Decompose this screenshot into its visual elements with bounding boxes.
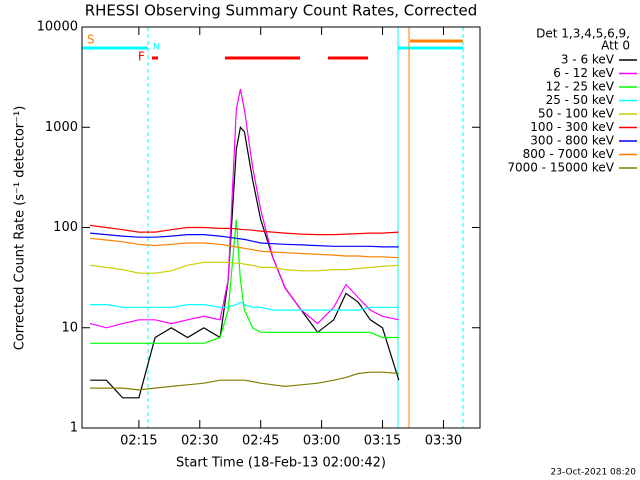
legend-label: 6 - 12 keV (553, 66, 615, 80)
series-line (90, 261, 399, 274)
legend-label: 300 - 800 keV (530, 134, 614, 148)
y-tick-label: 1 (70, 421, 78, 436)
legend-title: Att 0 (601, 39, 630, 53)
flag-label: N (153, 43, 160, 53)
footer: 23-Oct-2021 08:20 (551, 468, 637, 478)
legend-label: 7000 - 15000 keV (507, 161, 614, 175)
x-tick-label: 02:15 (120, 434, 157, 449)
chart-title: RHESSI Observing Summary Count Rates, Co… (85, 2, 478, 20)
series-layer (89, 88, 400, 399)
legend-label: 3 - 6 keV (561, 53, 615, 67)
legend-title: Det 1,3,4,5,6,9, (536, 27, 630, 41)
series-line (90, 371, 399, 391)
flag-label: F (138, 50, 145, 64)
x-tick-label: 02:45 (242, 434, 279, 449)
x-tick-label: 02:30 (181, 434, 218, 449)
y-tick-label: 100 (53, 220, 78, 235)
y-tick-label: 10000 (37, 20, 78, 35)
y-axis-label: Corrected Count Rate (s⁻¹ detector⁻¹) (13, 106, 28, 351)
series-line (90, 219, 399, 344)
y-tick-label: 10 (61, 320, 78, 335)
series-line (90, 125, 400, 399)
series-line (90, 232, 399, 248)
legend-label: 50 - 100 keV (538, 107, 615, 121)
series-line (89, 88, 399, 329)
legend-label: 800 - 7000 keV (523, 147, 615, 161)
y-tick-label: 1000 (45, 120, 78, 135)
legend-label: 100 - 300 keV (530, 120, 614, 134)
x-tick-label: 03:15 (364, 434, 401, 449)
legend-label: 12 - 25 keV (546, 80, 615, 94)
series-line (90, 301, 399, 311)
flag-label: S (87, 33, 95, 47)
x-tick-label: 03:00 (303, 434, 340, 449)
legend-label: 25 - 50 keV (546, 93, 615, 107)
x-axis-label: Start Time (18-Feb-13 02:00:42) (176, 456, 386, 471)
series-line (90, 224, 399, 236)
series-line (90, 237, 399, 259)
x-tick-label: 03:30 (425, 434, 462, 449)
plot-frame (81, 26, 481, 429)
